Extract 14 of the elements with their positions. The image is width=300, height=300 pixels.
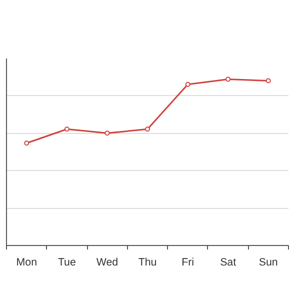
x-tick-label: Mon bbox=[16, 256, 38, 268]
point bbox=[24, 140, 30, 146]
x-tick-label: Fri bbox=[182, 256, 194, 268]
x-tick-label: Sat bbox=[220, 256, 236, 268]
point bbox=[104, 130, 110, 136]
x-tick-label: Wed bbox=[96, 256, 118, 268]
x-tick-label: Tue bbox=[58, 256, 76, 268]
point bbox=[185, 82, 190, 87]
point bbox=[226, 76, 231, 82]
x-tick-label: Sun bbox=[258, 256, 278, 268]
point bbox=[145, 126, 150, 132]
point bbox=[64, 126, 70, 132]
x-tick-label: Thu bbox=[138, 256, 157, 268]
point bbox=[266, 78, 271, 84]
